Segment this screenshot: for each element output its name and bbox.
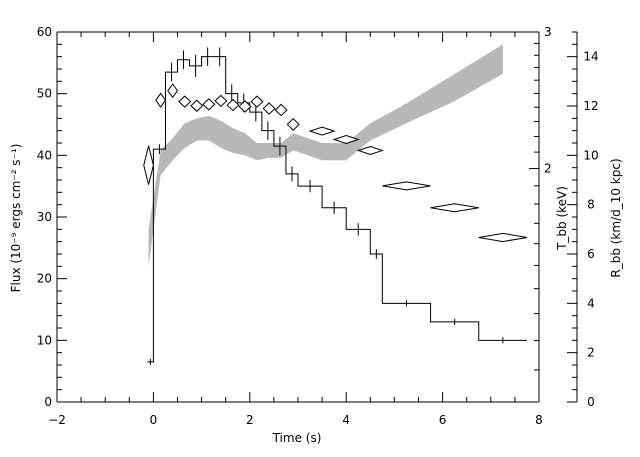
y-radius-tick-label: 0 <box>587 395 595 409</box>
y-temp-tick-label: 3 <box>544 25 552 39</box>
y-radius-tick-label: 4 <box>587 296 595 310</box>
temperature-point <box>155 92 167 108</box>
y-flux-tick-label: 60 <box>37 25 52 39</box>
temperature-point <box>286 117 300 131</box>
temperature-point <box>274 103 288 117</box>
temperature-point <box>238 100 252 113</box>
y-axis-title-radius: R_bb (km/d_10 kpc) <box>609 158 623 277</box>
temperature-layer <box>143 83 528 243</box>
temperature-point <box>262 102 276 115</box>
temperature-point <box>143 145 154 185</box>
y-radius-tick-label: 12 <box>583 99 598 113</box>
temperature-point <box>226 98 240 112</box>
x-tick-label: 2 <box>246 413 254 427</box>
y-radius-tick-label: 14 <box>583 50 598 64</box>
temperature-point <box>478 232 528 243</box>
x-tick-label: 4 <box>342 413 350 427</box>
y-flux-tick-label: 20 <box>37 272 52 286</box>
y-flux-tick-label: 10 <box>37 333 52 347</box>
temperature-point <box>308 126 336 136</box>
y-temp-tick-label: 2 <box>544 162 552 176</box>
y-axis-title-temperature: T_bb (keV) <box>555 186 569 251</box>
temperature-point <box>430 203 479 213</box>
temperature-point <box>332 135 360 145</box>
y-radius-tick-label: 6 <box>587 247 595 261</box>
temperature-point <box>190 99 204 112</box>
y-flux-tick-label: 0 <box>44 395 52 409</box>
temperature-point <box>167 83 179 99</box>
x-axis-title: Time (s) <box>272 431 322 445</box>
flux-light-curve <box>147 56 527 363</box>
temperature-point <box>382 181 431 191</box>
y-flux-tick-label: 50 <box>37 87 52 101</box>
temperature-point <box>178 95 192 108</box>
radius-band-layer <box>148 44 503 267</box>
y-radius-tick-label: 10 <box>583 148 598 162</box>
x-tick-label: 8 <box>535 413 543 427</box>
y-radius-tick-label: 2 <box>587 346 595 360</box>
temperature-point <box>356 145 384 156</box>
y-flux-tick-label: 30 <box>37 210 52 224</box>
x-tick-label: 6 <box>439 413 447 427</box>
radius-band <box>148 44 503 267</box>
temperature-point <box>250 95 264 108</box>
temperature-point <box>214 94 228 108</box>
y-flux-tick-label: 40 <box>37 148 52 162</box>
x-tick-label: −2 <box>48 413 66 427</box>
temperature-point <box>202 98 216 111</box>
y-axis-title-flux: Flux (10⁻⁹ ergs cm⁻² s⁻¹) <box>9 144 23 293</box>
y-radius-tick-label: 8 <box>587 198 595 212</box>
x-tick-label: 0 <box>150 413 158 427</box>
